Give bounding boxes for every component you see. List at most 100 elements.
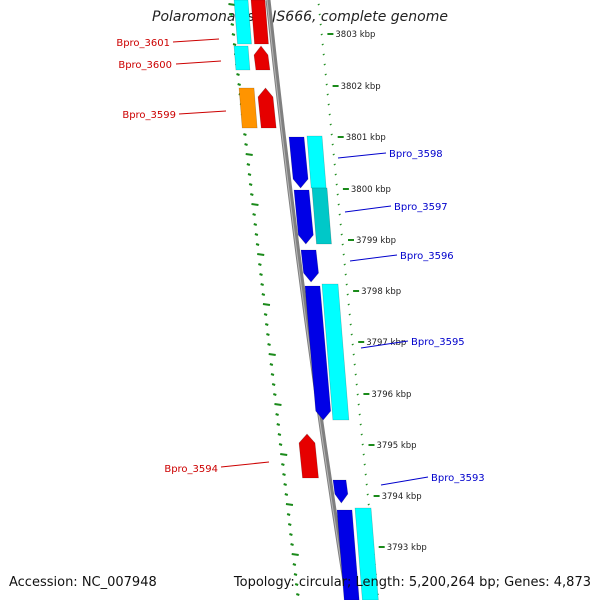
- kbp-tick-label: 3794 kbp: [382, 492, 422, 502]
- gene-label-forward: Bpro_3596: [400, 251, 454, 262]
- ruler-tick-left: [249, 193, 254, 196]
- ruler-tick-left: [293, 573, 298, 576]
- gene-leader-line: [337, 152, 387, 159]
- ruler-tick-right: [344, 273, 347, 276]
- ruler-tick-left: [286, 513, 291, 516]
- ruler-tick-right: [332, 153, 335, 156]
- kbp-tick-label: 3795 kbp: [377, 441, 417, 451]
- ruler-tick-right: [347, 303, 350, 306]
- ruler-tick-left: [259, 273, 263, 276]
- kbp-tick-label: 3802 kbp: [341, 82, 381, 92]
- gene-forward-cds: [336, 509, 360, 600]
- gene-forward-teal: [311, 187, 332, 245]
- ruler-tick-right: [363, 463, 366, 466]
- gene-leader-line: [178, 110, 227, 115]
- ruler-tick-left: [277, 433, 282, 436]
- ruler-tick-right: [328, 113, 331, 116]
- ruler-tick-right: [358, 413, 361, 416]
- kbp-tick-label: 3799 kbp: [356, 236, 396, 246]
- ruler-tick-left: [228, 3, 236, 6]
- ruler-tick-left: [282, 473, 286, 476]
- gene-leader-line: [360, 340, 409, 349]
- ruler-tick-left: [254, 233, 259, 236]
- ruler-tick-right: [323, 63, 326, 66]
- ruler-tick-right: [361, 443, 364, 446]
- ruler-tick-left: [266, 333, 270, 336]
- kbp-tick-label: 3797 kbp: [366, 338, 406, 348]
- ruler-tick-right: [360, 433, 363, 436]
- gene-forward-cds: [300, 249, 319, 283]
- ruler-tick-right: [356, 393, 359, 396]
- ruler-tick-left: [280, 453, 288, 456]
- ruler-tick-left: [276, 423, 281, 426]
- kbp-tick-label: 3793 kbp: [387, 543, 427, 553]
- gene-reverse-cds: [250, 0, 269, 45]
- ruler-tick-left: [294, 583, 299, 586]
- gene-reverse-cds: [298, 433, 319, 479]
- ruler-tick-left: [269, 363, 274, 366]
- label-layer: 3803 kbp 3802 kbp 3801 kbp 3800 kbp 3799 kbp…: [116, 30, 484, 553]
- ruler-tick-right: [355, 383, 358, 386]
- ruler-tick-left: [257, 253, 265, 256]
- ruler-tick-right: [325, 83, 328, 86]
- kbp-tick-label: 3796 kbp: [371, 390, 411, 400]
- ruler-tick-right: [339, 223, 342, 226]
- ruler-tick-left: [253, 223, 258, 226]
- ruler-tick-left: [291, 553, 299, 556]
- gene-label-reverse: Bpro_3594: [164, 464, 218, 475]
- gene-orange: [238, 87, 258, 129]
- ruler-tick-right: [327, 103, 330, 106]
- ruler-tick-right: [321, 43, 324, 46]
- gene-leader-line: [220, 461, 270, 468]
- ruler-tick-left: [267, 343, 271, 346]
- ruler-tick-right: [354, 373, 357, 376]
- ruler-tick-right: [340, 233, 343, 236]
- gene-label-reverse: Bpro_3599: [122, 110, 176, 121]
- ruler-tick-left: [255, 243, 260, 246]
- gene-forward-cyan: [321, 283, 350, 421]
- ruler-tick-left: [285, 503, 294, 506]
- ruler-tick-left: [229, 13, 233, 16]
- ruler-tick-left: [278, 443, 283, 446]
- gene-label-forward: Bpro_3593: [431, 473, 485, 484]
- ruler-tick-right: [364, 473, 367, 476]
- ruler-tick-right: [351, 343, 354, 346]
- kbp-tick-label: 3803 kbp: [335, 30, 375, 40]
- ruler-tick-right: [322, 53, 325, 56]
- kbp-tick-label: 3801 kbp: [346, 133, 386, 143]
- backbone-highlight: [266, 0, 348, 600]
- ruler-tick-left: [232, 43, 237, 46]
- ruler-tick-right: [330, 133, 333, 136]
- feature-layer: [233, 0, 379, 600]
- ruler-tick-left: [283, 483, 287, 486]
- gene-forward-cds: [304, 285, 332, 421]
- gene-label-forward: Bpro_3598: [389, 149, 443, 160]
- ruler-tick-left: [252, 213, 256, 216]
- gene-forward-cyan: [354, 507, 379, 600]
- ruler-tick-left: [263, 313, 268, 316]
- ruler-tick-left: [243, 133, 247, 136]
- ruler-tick-left: [270, 373, 275, 376]
- ruler-tick-right: [336, 193, 339, 196]
- ruler-tick-right: [359, 423, 362, 426]
- ruler-tick-right: [353, 363, 356, 366]
- ruler-tick-left: [247, 173, 252, 176]
- gene-leader-line: [349, 254, 398, 262]
- gene-leader-line: [175, 60, 222, 65]
- ruler-tick-right: [349, 323, 352, 326]
- gene-leader-line: [172, 38, 220, 43]
- ruler-tick-right: [362, 453, 365, 456]
- gene-label-reverse: Bpro_3601: [116, 38, 170, 49]
- map-title: Polaromonas sp. JS666, complete genome: [152, 9, 448, 25]
- ruler-tick-right: [320, 33, 323, 36]
- ruler-tick-left: [271, 383, 276, 386]
- backbone-layer: [265, 0, 351, 600]
- ruler-tick-left: [287, 523, 292, 526]
- ruler-tick-right: [324, 73, 327, 76]
- ruler-tick-right: [342, 253, 345, 256]
- ruler-tick-left: [281, 463, 285, 466]
- ruler-tick-right: [345, 283, 348, 286]
- ruler-tick-right: [334, 173, 337, 176]
- ruler-tick-left: [246, 163, 251, 166]
- ruler-tick-right: [350, 333, 353, 336]
